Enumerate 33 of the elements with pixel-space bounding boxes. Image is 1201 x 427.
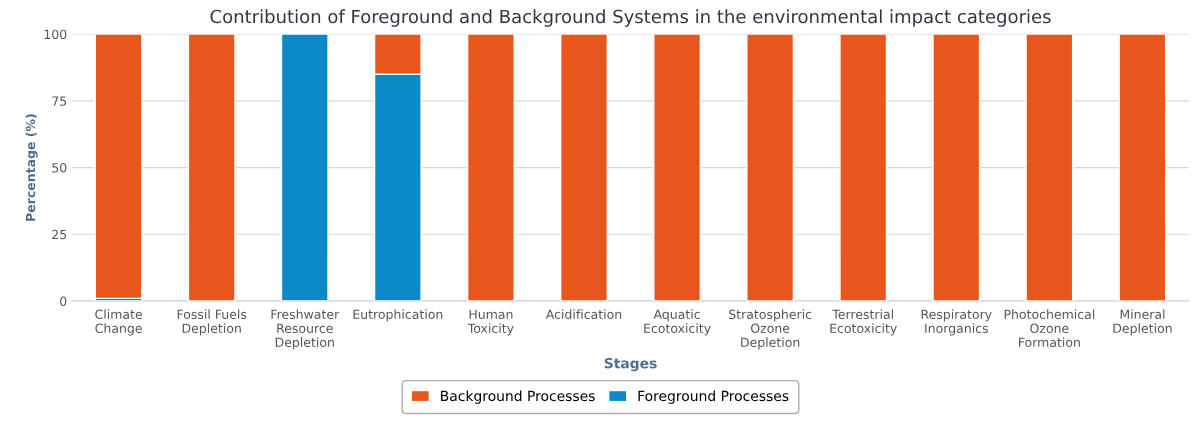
x-axis-title: Stages bbox=[604, 357, 657, 372]
bar bbox=[94, 34, 143, 300]
bar bbox=[653, 34, 702, 302]
x-tick-label: Photochemical Ozone Formation bbox=[1004, 309, 1095, 348]
x-tick-label: Stratospheric Ozone Depletion bbox=[729, 309, 812, 350]
y-tick-label: 100 bbox=[44, 29, 67, 40]
x-tick-label: Mineral Depletion bbox=[1113, 309, 1172, 336]
x-tick-label: Fossil Fuels Depletion bbox=[177, 309, 247, 336]
legend-label: Foreground Processes bbox=[638, 390, 789, 404]
y-tick-label: 0 bbox=[60, 296, 67, 306]
bar bbox=[280, 34, 329, 302]
x-tick-label: Human Toxicity bbox=[467, 309, 514, 336]
x-tick-label: Eutrophication bbox=[353, 309, 443, 322]
bar bbox=[839, 34, 888, 302]
y-tick-label: 25 bbox=[52, 229, 67, 240]
x-tick-label: Freshwater Resource Depletion bbox=[271, 309, 340, 350]
y-axis-title: Percentage (%) bbox=[25, 114, 38, 221]
bar bbox=[466, 34, 515, 302]
x-tick-label: Acidification bbox=[545, 309, 622, 320]
x-tick-label: Climate Change bbox=[95, 309, 142, 336]
x-tick-label: Aquatic Ecotoxicity bbox=[644, 309, 711, 336]
x-tick-label: Respiratory Inorganics bbox=[921, 309, 992, 336]
bar bbox=[1118, 34, 1167, 302]
bar bbox=[746, 34, 795, 302]
bar bbox=[1025, 34, 1074, 302]
chart-title: Contribution of Foreground and Background Systems in the environmental impact categories bbox=[210, 9, 1051, 27]
bar bbox=[560, 34, 608, 302]
y-tick-label: 75 bbox=[52, 96, 67, 106]
bar bbox=[932, 34, 981, 302]
y-tick-label: 50 bbox=[52, 163, 67, 173]
legend-label: Background Processes bbox=[441, 390, 595, 404]
x-tick-label: Terrestrial Ecotoxicity bbox=[830, 309, 897, 336]
bar bbox=[187, 34, 236, 302]
